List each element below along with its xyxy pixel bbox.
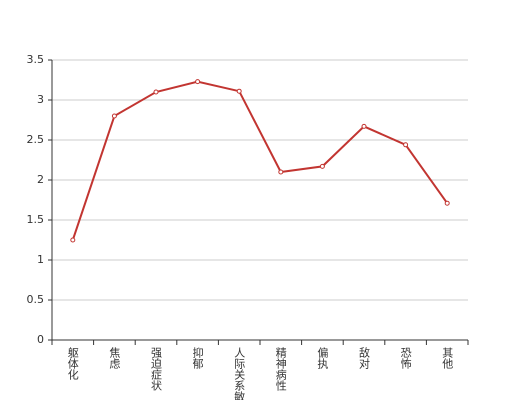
x-tick-label: 恐怖	[399, 347, 412, 369]
point	[236, 88, 242, 94]
x-tick-label: 敌对	[358, 346, 371, 369]
point	[278, 169, 284, 175]
x-tick-label: 焦虑	[108, 347, 121, 369]
point	[153, 89, 159, 95]
point	[70, 237, 76, 243]
x-tick-label: 精神病性	[274, 347, 287, 392]
point	[319, 163, 325, 169]
x-tick-label: 其他	[441, 347, 454, 369]
y-tick-label: 0.5	[27, 293, 45, 306]
x-tick-label: 抑郁	[191, 346, 204, 369]
y-tick-label: 2.5	[27, 133, 45, 146]
point	[111, 113, 117, 119]
y-tick-label: 2	[37, 173, 44, 186]
point	[403, 142, 409, 148]
y-tick-label: 1	[37, 253, 44, 266]
y-tick-label: 1.5	[27, 213, 45, 226]
x-tick-label: 偏执	[316, 346, 329, 370]
y-tick-label: 3	[37, 93, 44, 106]
x-tick-label: 强迫症状	[150, 347, 163, 391]
line	[71, 80, 449, 241]
x-tick-label: 人际关系敏感	[233, 347, 246, 400]
x-tick-label: 躯体化	[66, 347, 79, 381]
y-tick-label: 3.5	[27, 53, 45, 66]
point	[195, 79, 201, 85]
point	[361, 123, 367, 129]
point	[444, 200, 450, 206]
y-tick-label: 0	[37, 333, 44, 346]
